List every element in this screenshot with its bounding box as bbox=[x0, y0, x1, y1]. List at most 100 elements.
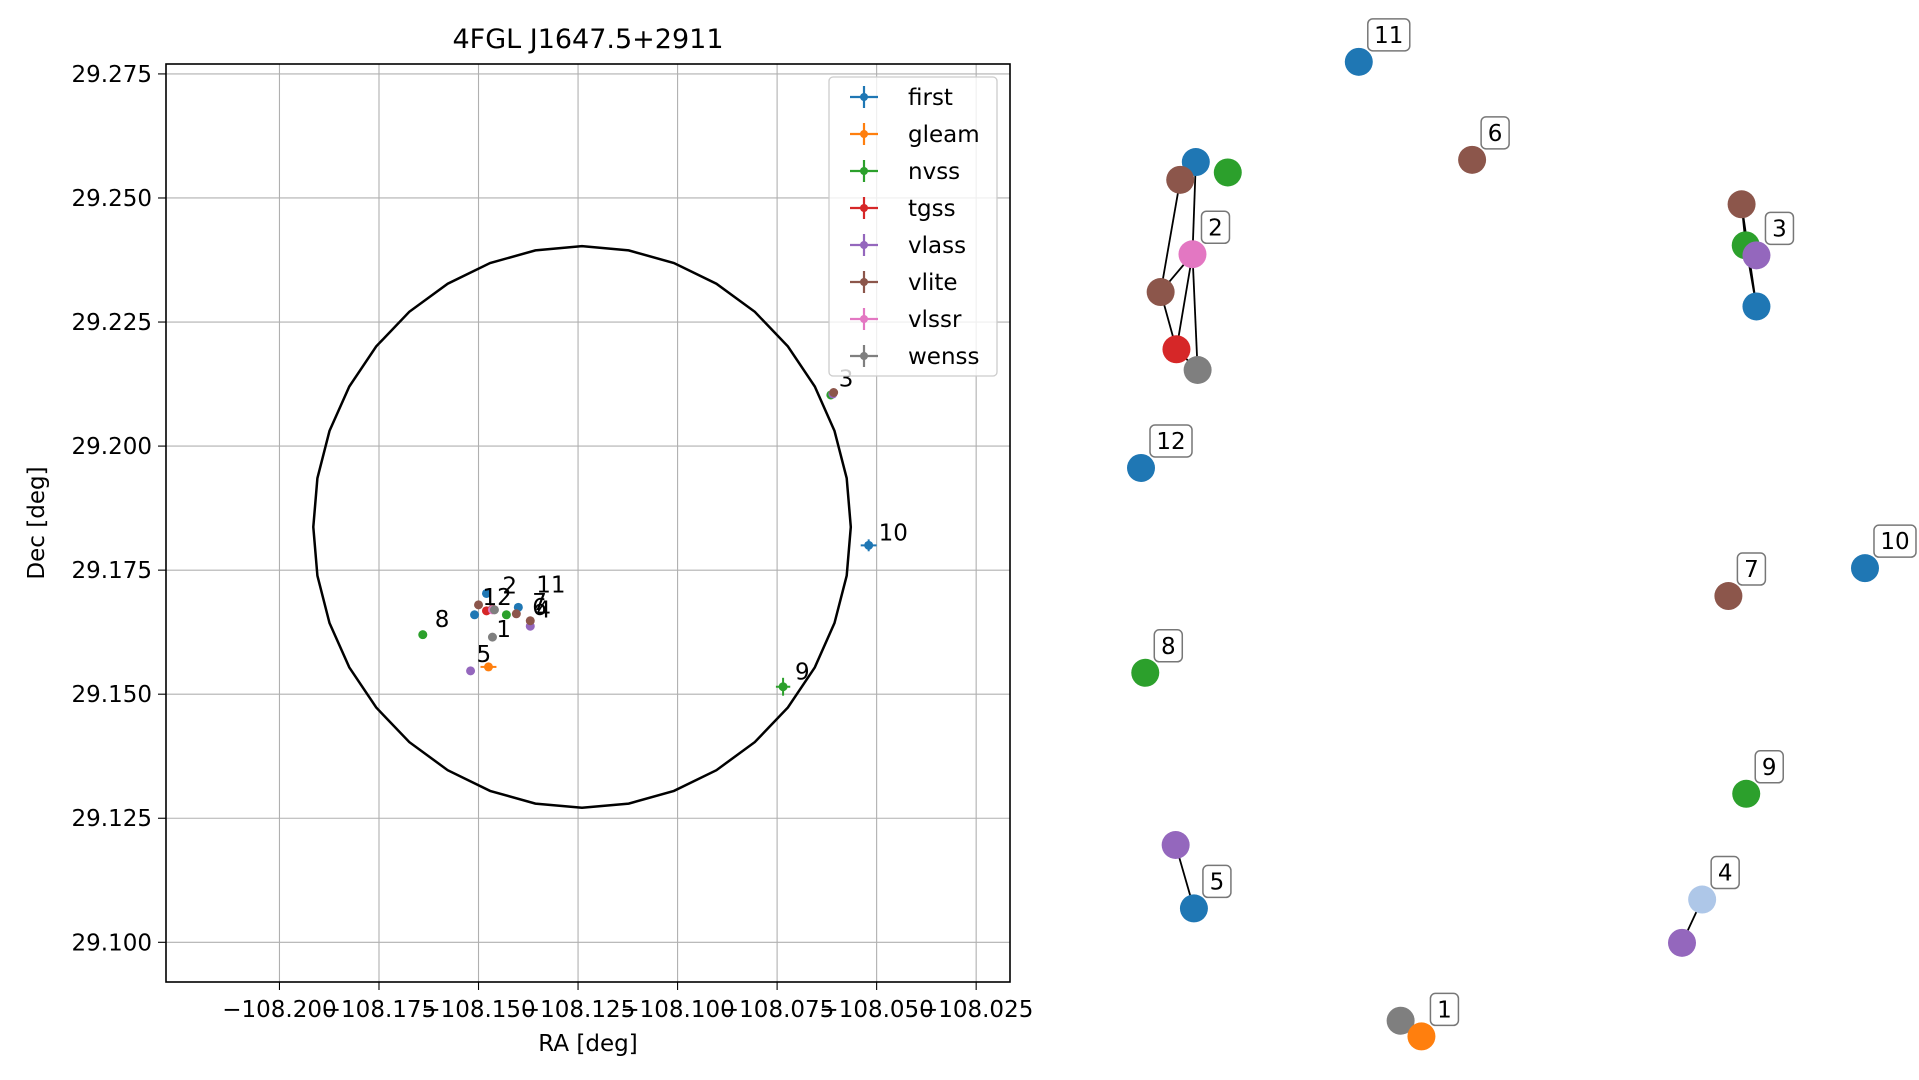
network-node bbox=[1688, 885, 1717, 914]
node-label: 4 bbox=[1710, 855, 1740, 890]
network-node bbox=[1386, 1006, 1415, 1035]
legend-label: vlass bbox=[908, 233, 966, 259]
node-label-box bbox=[1367, 18, 1411, 52]
x-tick-label: −108.025 bbox=[919, 997, 1033, 1023]
localization-ellipse bbox=[312, 244, 853, 810]
network-node bbox=[1344, 47, 1373, 76]
node-label-text: 1 bbox=[1437, 997, 1452, 1023]
network-edges bbox=[1159, 161, 1758, 1038]
gleam-point bbox=[483, 662, 493, 672]
source-label: 9 bbox=[795, 659, 810, 685]
source-label: 7 bbox=[532, 590, 547, 616]
node-label-text: 7 bbox=[1744, 557, 1759, 583]
y-tick-label: 29.125 bbox=[72, 806, 152, 832]
network-node bbox=[1732, 779, 1761, 808]
legend-label: wenss bbox=[908, 344, 980, 370]
network-node bbox=[1161, 831, 1190, 859]
node-label-text: 9 bbox=[1762, 755, 1777, 781]
network-edge bbox=[1159, 179, 1182, 293]
wenss-point bbox=[487, 632, 497, 642]
x-tick-label: −108.050 bbox=[819, 997, 933, 1023]
node-label-box bbox=[1736, 552, 1767, 586]
legend-item-wenss: wenss bbox=[850, 344, 980, 370]
legend-marker bbox=[860, 241, 868, 249]
legend-marker bbox=[860, 93, 868, 101]
y-tick-label: 29.100 bbox=[72, 930, 152, 956]
node-label-box bbox=[1710, 855, 1740, 890]
legend-marker bbox=[860, 167, 868, 175]
legend-item-vlite: vlite bbox=[850, 270, 958, 296]
legend-label: vlite bbox=[908, 270, 958, 296]
network-node bbox=[1146, 278, 1175, 307]
node-label: 6 bbox=[1480, 116, 1510, 150]
y-tick-label: 29.225 bbox=[72, 310, 152, 336]
node-label-box bbox=[1480, 116, 1510, 150]
network-edge bbox=[1191, 162, 1197, 255]
node-label-box bbox=[1153, 629, 1184, 663]
x-tick-label: −108.200 bbox=[222, 997, 336, 1023]
network-nodes bbox=[1127, 47, 1879, 1051]
network-node bbox=[1179, 894, 1208, 923]
legend-label: first bbox=[908, 85, 953, 111]
x-tick-label: −108.075 bbox=[720, 997, 834, 1023]
source-label: 5 bbox=[477, 642, 492, 668]
vlite-point bbox=[474, 600, 484, 610]
vlite-point bbox=[511, 609, 521, 619]
legend-label: gleam bbox=[908, 122, 980, 148]
source-label: 10 bbox=[879, 520, 908, 546]
x-axis-ticks: −108.200−108.175−108.150−108.125−108.100… bbox=[222, 982, 1033, 1023]
node-label: 2 bbox=[1200, 210, 1231, 245]
legend-label: nvss bbox=[908, 159, 960, 185]
node-label-text: 11 bbox=[1374, 23, 1403, 49]
legend-marker bbox=[860, 278, 868, 286]
legend-marker bbox=[860, 315, 868, 323]
node-label-text: 3 bbox=[1772, 216, 1787, 242]
first-point bbox=[864, 540, 874, 550]
y-tick-label: 29.250 bbox=[72, 186, 152, 212]
x-tick-label: −108.150 bbox=[421, 997, 535, 1023]
network-node bbox=[1742, 241, 1771, 270]
network-node bbox=[1458, 145, 1487, 174]
legend-item-vlssr: vlssr bbox=[850, 307, 962, 333]
node-label-box bbox=[1429, 992, 1460, 1027]
nvss-point bbox=[501, 610, 511, 620]
source-label: 6 bbox=[532, 595, 547, 621]
node-label-box bbox=[1149, 424, 1193, 458]
network-edge bbox=[1191, 254, 1199, 371]
wenss-point bbox=[489, 605, 499, 615]
association-network: 2 11 6 3 12 7 10 8 9 5 4 1 bbox=[1127, 18, 1917, 1051]
data-points bbox=[418, 387, 874, 692]
legend-marker bbox=[860, 130, 868, 138]
node-label-text: 6 bbox=[1488, 121, 1503, 147]
source-label: 8 bbox=[435, 607, 450, 633]
node-label-text: 4 bbox=[1718, 861, 1733, 887]
network-node bbox=[1213, 158, 1242, 187]
node-label: 5 bbox=[1202, 864, 1232, 899]
legend: first gleam nvss tgss vlass vlite vlssr wenss bbox=[828, 76, 998, 377]
node-label-text: 12 bbox=[1156, 429, 1185, 455]
ellipse-outline bbox=[312, 244, 853, 810]
network-node bbox=[1127, 453, 1155, 482]
network-node bbox=[1727, 190, 1756, 219]
plot-frame bbox=[165, 63, 1011, 983]
node-label-box bbox=[1764, 211, 1795, 246]
node-label-text: 5 bbox=[1210, 869, 1225, 895]
x-tick-label: −108.125 bbox=[521, 997, 635, 1023]
legend-item-gleam: gleam bbox=[850, 122, 980, 148]
first-point bbox=[470, 610, 480, 620]
y-tick-label: 29.200 bbox=[72, 434, 152, 460]
chart-title: 4FGL J1647.5+2911 bbox=[452, 24, 723, 55]
y-axis-ticks: 29.100 29.125 29.150 29.175 29.200 29.225 29.2… bbox=[72, 62, 166, 956]
node-label: 3 bbox=[1764, 211, 1795, 246]
node-label: 9 bbox=[1754, 750, 1784, 784]
y-axis-label: Dec [deg] bbox=[24, 466, 50, 579]
node-label-box bbox=[1200, 210, 1231, 245]
node-label-box bbox=[1202, 864, 1232, 899]
legend-marker bbox=[860, 352, 868, 360]
network-node bbox=[1183, 355, 1212, 384]
vlass-point bbox=[466, 666, 476, 676]
node-label-text: 10 bbox=[1880, 529, 1909, 555]
